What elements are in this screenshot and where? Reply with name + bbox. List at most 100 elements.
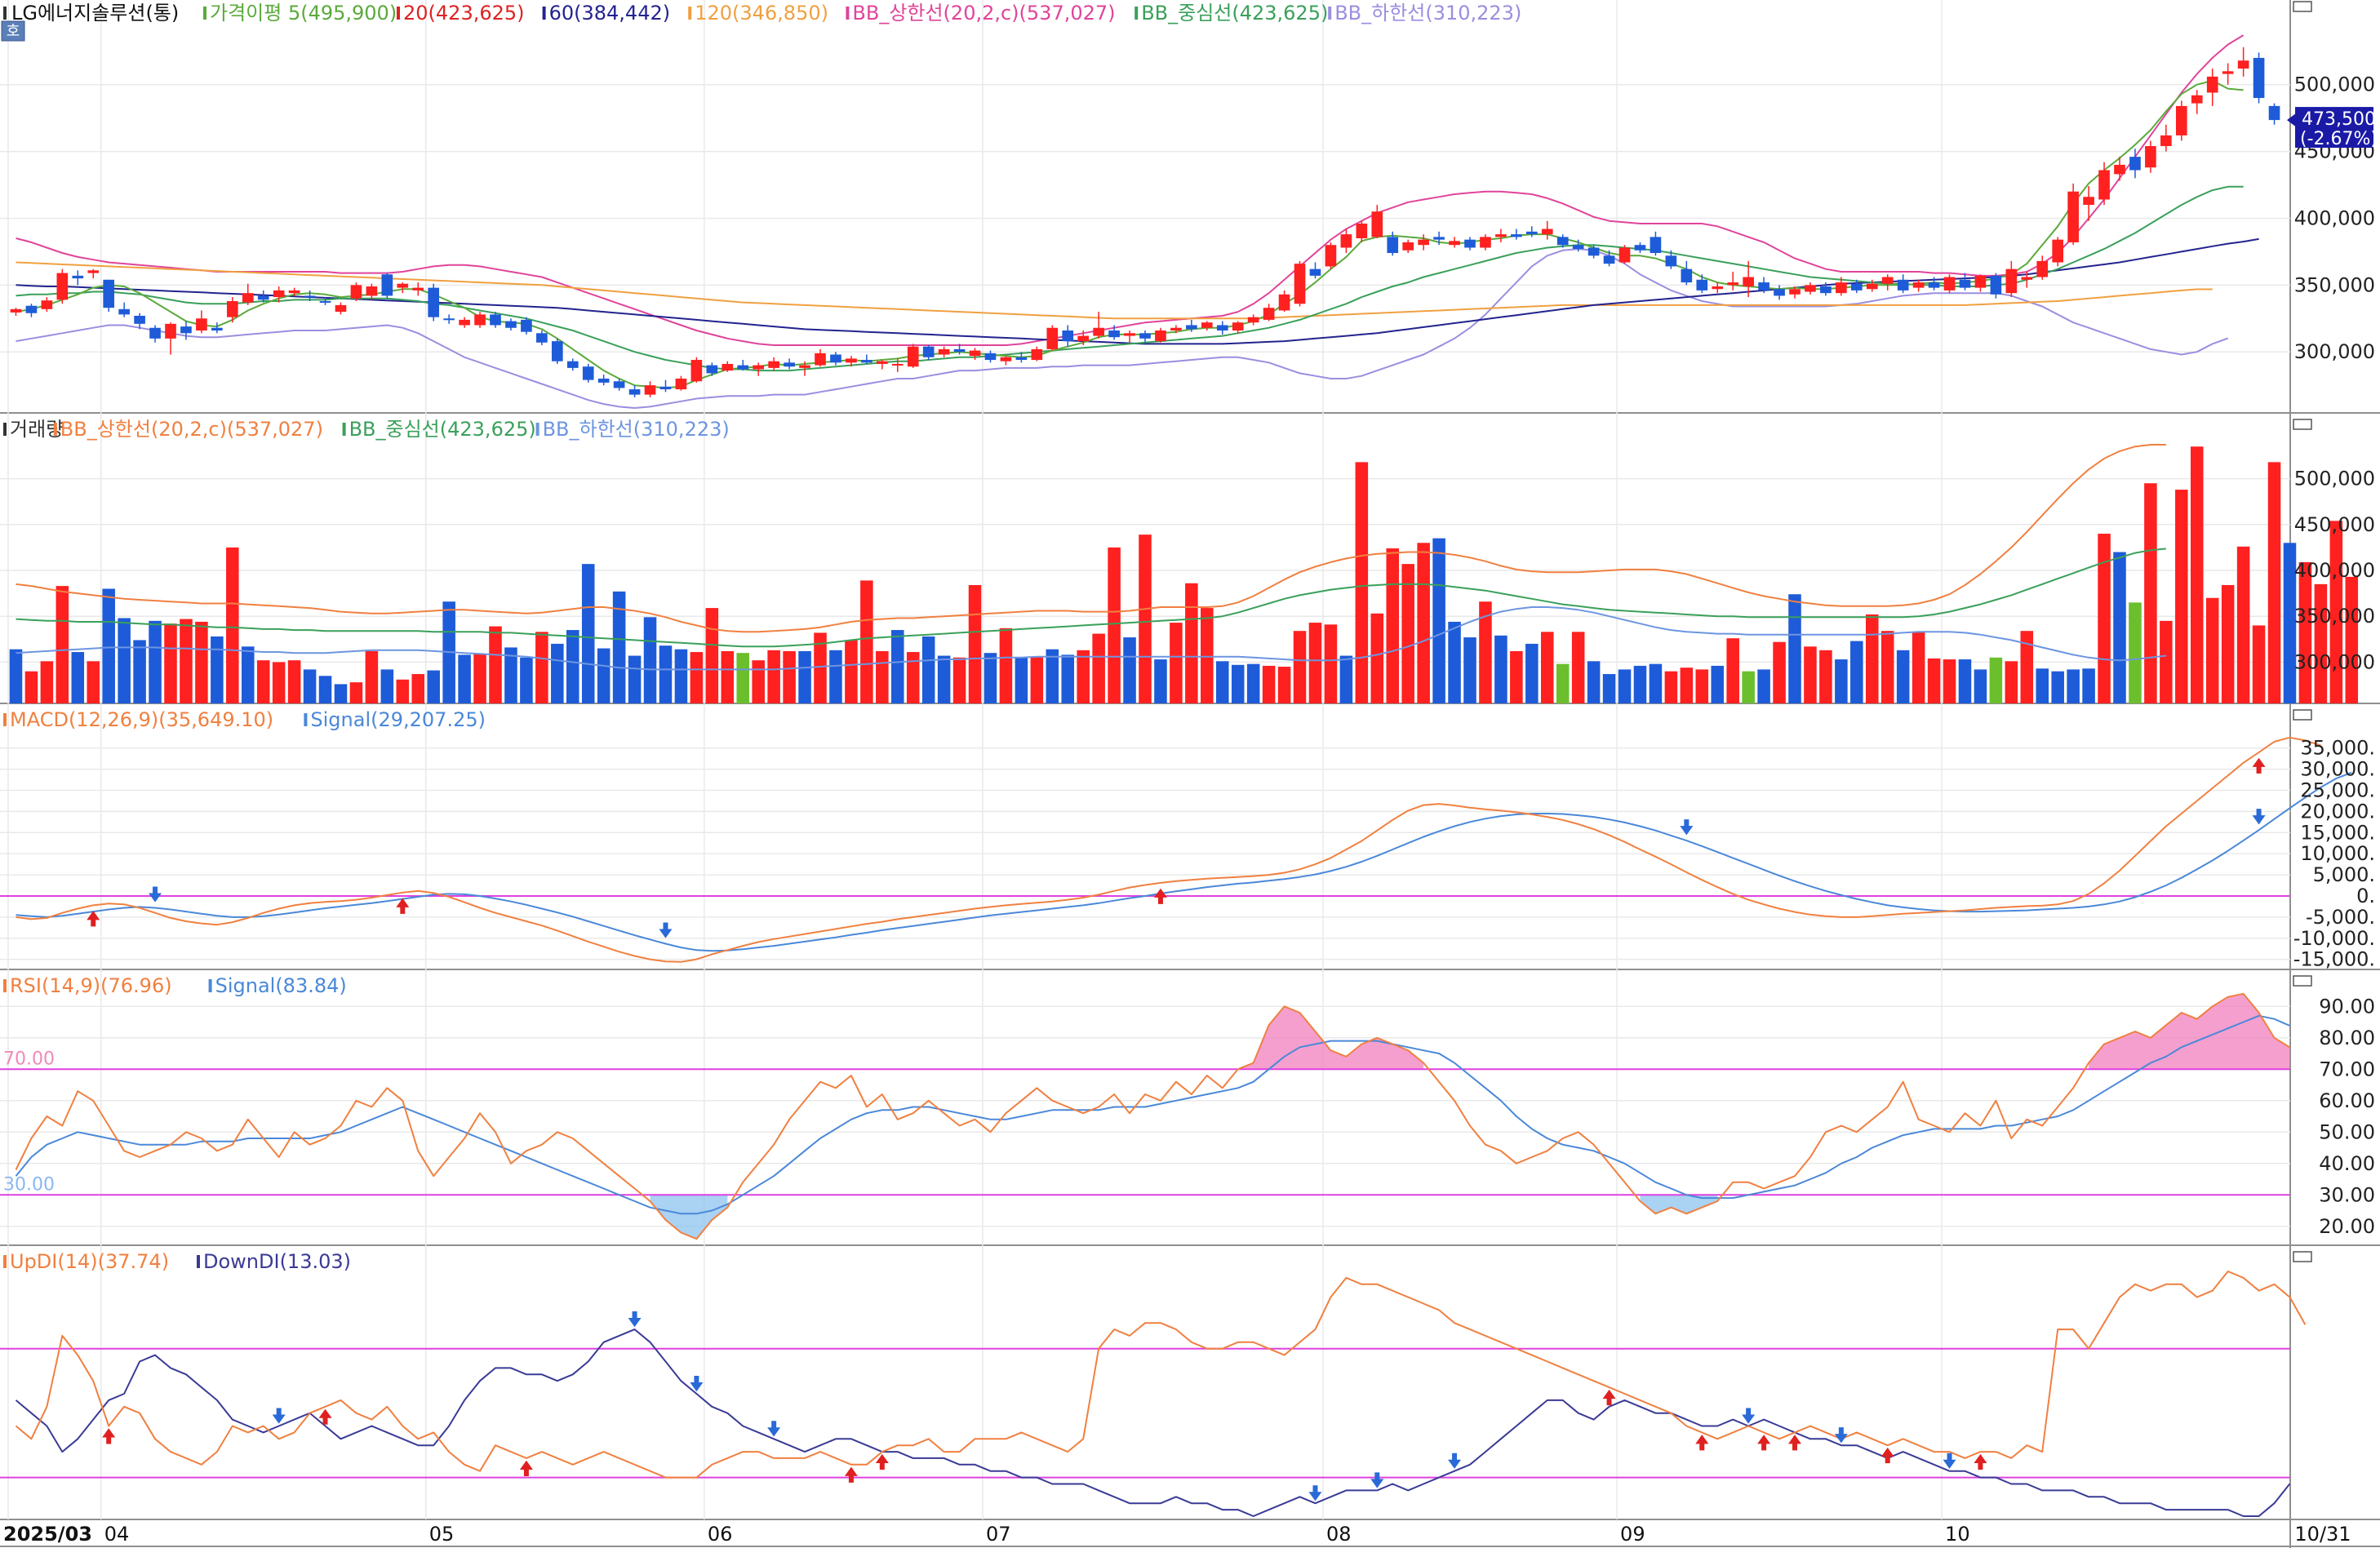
volume-bar (87, 661, 100, 703)
bb-lower-line (16, 248, 2229, 409)
volume-bollinger-lines (16, 444, 2167, 671)
candle-body (288, 290, 300, 294)
dmi-buy-arrow-icon (1695, 1435, 1709, 1451)
volume-bar (1015, 657, 1028, 703)
candle-body (1959, 279, 1971, 288)
volume-bar (349, 682, 363, 703)
candle-body (1650, 237, 1662, 254)
legend-marker (535, 423, 539, 436)
candle-body (1278, 294, 1290, 311)
candle-body (1712, 286, 1724, 290)
candle-body (2005, 268, 2018, 294)
legend-marker (688, 7, 692, 20)
candle-body (149, 327, 161, 339)
candle-body (1232, 322, 1244, 331)
volume-bar (1417, 543, 1430, 703)
candle-body (366, 286, 378, 296)
candle-body (1758, 282, 1769, 291)
x-axis-label: 10 (1945, 1523, 1970, 1546)
axis-tick-label: 300,000 (2294, 340, 2375, 363)
candle-body (1634, 245, 1646, 251)
volume-bar (2160, 620, 2173, 703)
volume-bar (1989, 657, 2003, 703)
volume-bar (2005, 661, 2018, 703)
volume-bar (1277, 667, 1291, 703)
candle-body (1186, 325, 1197, 330)
volume-bar (2298, 561, 2312, 703)
legend-label: UpDI(14)(37.74) (10, 1250, 169, 1273)
macd-buy-arrow-icon (1153, 888, 1167, 904)
macd-sell-arrow-icon (2252, 809, 2266, 825)
candle-body (1850, 283, 1863, 291)
axis-tick-label: 35,000. (2300, 737, 2375, 760)
candle-body (72, 275, 84, 279)
volume-bar (690, 652, 704, 703)
x-axis-label: 06 (708, 1523, 733, 1546)
candle-body (257, 295, 269, 300)
chart-toggle-button[interactable]: 호 (1, 20, 25, 42)
volume-bar (1788, 594, 1801, 703)
candle-body (428, 287, 440, 317)
volume-bar (1726, 638, 1739, 703)
candle-body (397, 283, 409, 288)
volume-bar (1077, 650, 1090, 703)
dmi-lines (0, 1271, 2307, 1517)
legend-label: 60(384,442) (549, 2, 671, 24)
volume-bar (814, 632, 827, 703)
candle-body (1449, 241, 1460, 246)
legend-marker (3, 423, 7, 436)
legend-label: Signal(83.84) (215, 974, 347, 997)
axis-tick-label: 70.00 (2319, 1058, 2375, 1080)
legend-label: BB_하한선(310,223) (1334, 2, 1521, 24)
dmi-sell-arrow-icon (767, 1421, 781, 1437)
volume-bar (1370, 613, 1384, 703)
panel-resize-icon (2293, 709, 2312, 721)
current-price-value: 473,500 (2302, 109, 2376, 130)
candle-body (1387, 237, 1399, 254)
dmi-buy-arrow-icon (102, 1428, 116, 1444)
volume-bar (2144, 483, 2157, 703)
volume-bar (721, 650, 735, 703)
candle-body (180, 326, 192, 334)
axis-tick-label: 50.00 (2319, 1120, 2375, 1143)
volume-bar (504, 647, 517, 703)
legend-marker (397, 7, 400, 20)
dmi-buy-arrow-icon (1788, 1435, 1801, 1451)
candle-body (2098, 170, 2110, 200)
x-axis-label: 2025/03 (3, 1523, 92, 1546)
dmi-buy-arrow-icon (844, 1466, 858, 1483)
downdi-line (15, 1328, 2291, 1517)
candle-body (1912, 282, 1925, 288)
candle-body (1727, 282, 1739, 286)
volume-bar (906, 652, 920, 703)
candle-body (1820, 286, 1832, 294)
volume-bar (520, 657, 533, 703)
candle-body (1836, 282, 1847, 294)
volume-bar (1479, 601, 1492, 703)
volume-bar (937, 655, 951, 703)
volume-bar (1757, 669, 1770, 703)
volume-bar (118, 618, 131, 703)
volume-bar (256, 660, 270, 703)
candle-body (1170, 327, 1182, 331)
volume-bar (921, 636, 935, 703)
candle-body (582, 366, 594, 380)
signal-arrows (87, 757, 2266, 1501)
candle-body (2021, 277, 2033, 280)
axis-tick-label: 300,000 (2294, 650, 2375, 673)
x-axis: 2025/03 04 05 06 07 08 09 10 10/31 (3, 1523, 2351, 1546)
candle-body (2145, 146, 2156, 168)
volume-bar (659, 645, 673, 703)
volume-bar (1742, 671, 1755, 703)
volume-bar (1680, 668, 1694, 703)
macd-line (16, 736, 2321, 963)
candle-body (1124, 333, 1135, 336)
price-pointer-icon (2287, 113, 2297, 128)
volume-bar (612, 591, 626, 703)
volume-bar (1108, 547, 1121, 703)
macd-sell-arrow-icon (659, 922, 673, 938)
volume-bar (24, 671, 38, 703)
volume-bar (303, 669, 317, 703)
current-price-marker: 473,500 (-2.67%) (2287, 107, 2378, 149)
candle-body (953, 348, 966, 353)
